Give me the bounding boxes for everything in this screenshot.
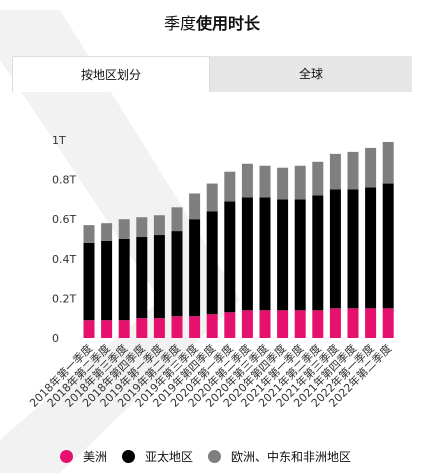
bar-segment-americas [224, 312, 236, 338]
bar-segment-emea [171, 207, 183, 232]
bar-segment-emea [259, 165, 271, 198]
bar-segment-americas [347, 308, 359, 338]
legend-item-americas: 美洲 [60, 446, 107, 466]
legend-swatch-asia-pacific [122, 449, 135, 463]
bar-segment-emea [277, 167, 289, 200]
bar-segment-emea [83, 225, 95, 243]
bar-segment-asia-pacific [118, 239, 130, 321]
bar-segment-americas [206, 314, 218, 338]
y-tick-label: 0.4T [52, 253, 76, 266]
page-title-bold: 使用时长 [196, 14, 261, 33]
bar-segment-emea [241, 163, 253, 198]
legend-label-emea: 欧洲、中东和非洲地区 [231, 449, 352, 464]
bar-segment-americas [189, 316, 201, 338]
bar-segment-asia-pacific [347, 189, 359, 309]
bar-segment-emea [153, 215, 165, 236]
bar-segment-emea [294, 165, 306, 200]
bar-segment-americas [171, 316, 183, 338]
bar-segment-asia-pacific [206, 211, 218, 315]
legend-swatch-americas [60, 449, 73, 463]
bar-segment-americas [136, 318, 148, 338]
bar-segment-emea [312, 161, 324, 196]
bar-segment-americas [329, 308, 341, 338]
bar-segment-americas [101, 320, 113, 338]
bar-segment-asia-pacific [136, 237, 148, 319]
bar-segment-emea [206, 183, 218, 212]
bar-segment-asia-pacific [382, 183, 394, 309]
bar-segment-emea [189, 193, 201, 220]
tab-by-region[interactable]: 按地区划分 [12, 56, 210, 92]
bar-segment-americas [118, 320, 130, 338]
bar-segment-asia-pacific [259, 197, 271, 311]
legend-item-asia-pacific: 亚太地区 [122, 446, 193, 466]
bar-segment-emea [136, 217, 148, 238]
y-tick-label: 1T [52, 134, 66, 147]
y-tick-label: 0.2T [52, 292, 76, 305]
bar-segment-emea [224, 171, 236, 202]
legend-label-americas: 美洲 [83, 449, 108, 464]
bar-segment-emea [382, 141, 394, 184]
bar-segment-americas [294, 310, 306, 338]
bar-segment-emea [118, 219, 130, 239]
bar-segment-asia-pacific [224, 201, 236, 313]
bar-segment-asia-pacific [101, 240, 113, 321]
stacked-bar-chart: 00.2T0.4T0.6T0.8T1T2018年第一季度2018年第二季度201… [27, 134, 395, 410]
page-title: 季度使用时长 [0, 12, 424, 36]
tab-bar: 按地区划分 全球 [12, 56, 412, 92]
bar-segment-americas [277, 310, 289, 338]
bar-segment-asia-pacific [277, 199, 289, 311]
bar-segment-asia-pacific [294, 199, 306, 311]
bar-segment-asia-pacific [329, 189, 341, 309]
bar-segment-americas [153, 318, 165, 338]
bar-segment-americas [259, 310, 271, 338]
y-tick-label: 0 [52, 332, 59, 345]
bar-segment-emea [347, 151, 359, 190]
bar-segment-americas [241, 310, 253, 338]
y-tick-label: 0.8T [52, 174, 76, 187]
bar-segment-asia-pacific [171, 231, 183, 317]
bar-segment-americas [312, 310, 324, 338]
bar-segment-asia-pacific [83, 242, 95, 321]
tab-global[interactable]: 全球 [210, 56, 412, 92]
legend-swatch-emea [208, 449, 221, 463]
legend-item-emea: 欧洲、中东和非洲地区 [208, 446, 351, 466]
bar-segment-americas [365, 308, 377, 338]
bar-segment-asia-pacific [365, 187, 377, 309]
bar-segment-americas [83, 320, 95, 338]
bar-segment-emea [329, 153, 341, 190]
bar-segment-asia-pacific [312, 195, 324, 311]
bar-segment-americas [382, 308, 394, 338]
bar-segment-emea [365, 147, 377, 188]
legend-label-asia-pacific: 亚太地区 [145, 449, 194, 464]
bar-segment-emea [101, 223, 113, 241]
bar-segment-asia-pacific [189, 219, 201, 317]
y-tick-label: 0.6T [52, 213, 76, 226]
bar-segment-asia-pacific [153, 235, 165, 319]
bar-segment-asia-pacific [241, 197, 253, 311]
page-title-prefix: 季度 [163, 14, 196, 33]
